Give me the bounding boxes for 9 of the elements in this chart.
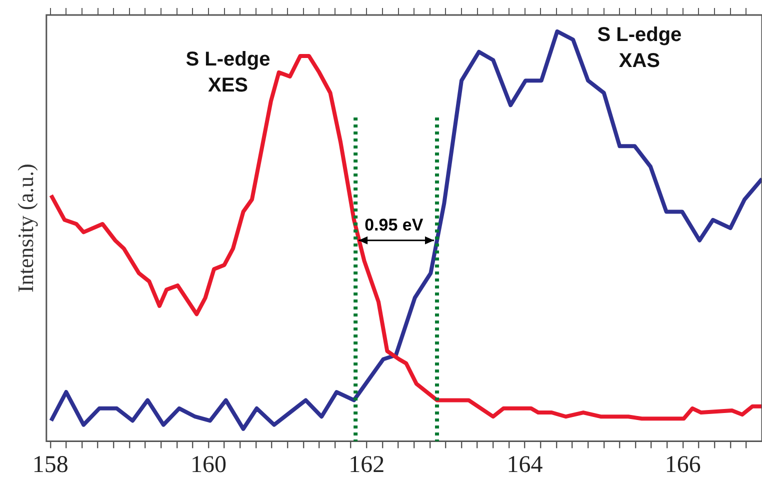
x-tick-label: 166 [664, 452, 701, 478]
series-label: S L-edge XES [186, 48, 270, 96]
series-label: S L-edge XAS [597, 24, 682, 72]
y-axis-title: Intensity (a.u.) [12, 164, 38, 293]
x-tick-label: 158 [32, 452, 68, 478]
x-tick-label: 162 [348, 452, 385, 478]
x-tick-label: 164 [506, 452, 543, 478]
x-tick-label: 160 [190, 452, 226, 478]
annotation: 0.95 eV [364, 216, 424, 235]
